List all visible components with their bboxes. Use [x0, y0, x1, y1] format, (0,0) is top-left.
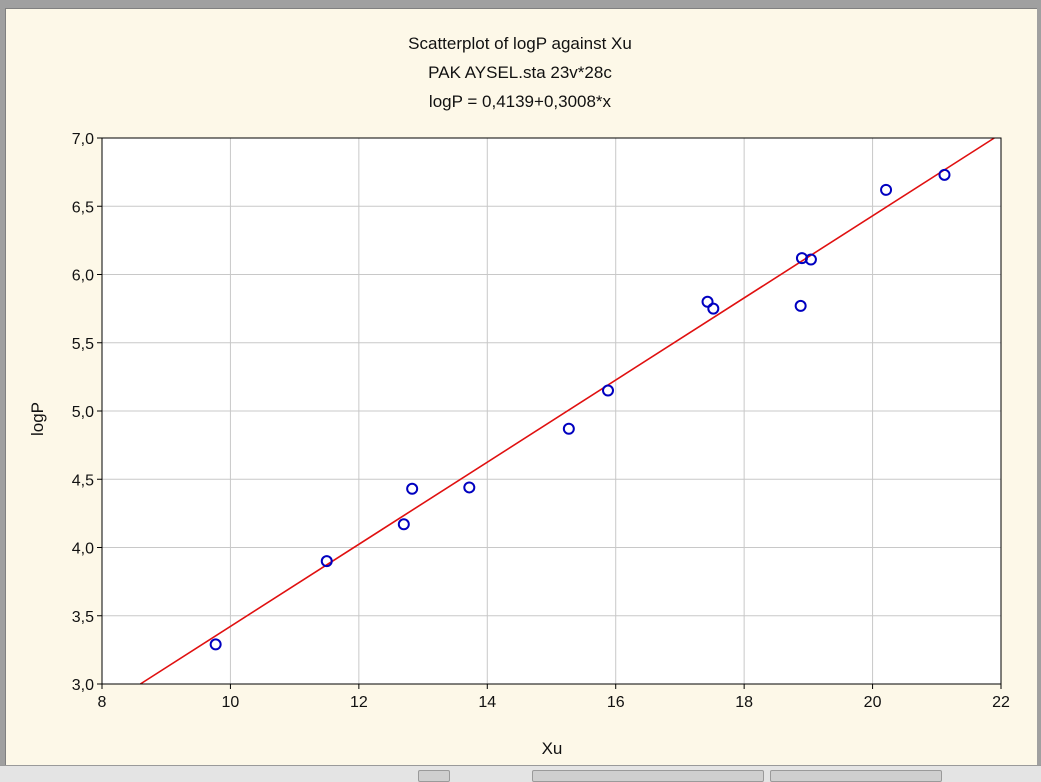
secondary-scrollbar[interactable] [770, 770, 942, 782]
y-tick-label: 4,0 [72, 541, 94, 558]
chart-title: Scatterplot of logP against Xu [408, 34, 632, 53]
data-points [209, 168, 951, 651]
scatterplot-chart: 8 10 12 14 16 18 20 22 3,0 3,5 4,0 4,5 5,0 5,5 6,0 6,5… [28, 34, 1010, 758]
data-point [320, 555, 333, 568]
data-point [406, 482, 419, 495]
x-tick-label: 14 [478, 694, 496, 711]
status-strip [0, 765, 1041, 782]
x-tick-label: 22 [992, 694, 1010, 711]
x-tick-label: 10 [222, 694, 240, 711]
data-point [463, 481, 476, 494]
x-tick-label: 8 [98, 694, 107, 711]
x-tick-labels: 8 10 12 14 16 18 20 22 [98, 684, 1010, 711]
regression-line [139, 137, 995, 685]
horizontal-scrollbar[interactable] [532, 770, 764, 782]
x-tick-label: 12 [350, 694, 368, 711]
y-axis-title: logP [28, 402, 47, 436]
regression-line-group [139, 137, 995, 685]
data-point [562, 422, 575, 435]
y-tick-label: 6,5 [72, 199, 94, 216]
data-point [707, 302, 720, 315]
y-tick-label: 7,0 [72, 131, 94, 148]
data-point [880, 183, 893, 196]
x-tick-label: 18 [735, 694, 753, 711]
y-tick-label: 5,0 [72, 404, 94, 421]
x-axis-title: Xu [542, 739, 563, 758]
y-tick-label: 3,5 [72, 609, 94, 626]
y-tick-label: 3,0 [72, 677, 94, 694]
y-tick-label: 5,5 [72, 336, 94, 353]
data-point [938, 168, 951, 181]
data-point [804, 253, 817, 266]
regression-equation: logP = 0,4139+0,3008*x [429, 92, 612, 111]
data-point [602, 384, 615, 397]
chart-panel: 8 10 12 14 16 18 20 22 3,0 3,5 4,0 4,5 5,0 5,5 6,0 6,5… [5, 8, 1037, 766]
y-tick-labels: 3,0 3,5 4,0 4,5 5,0 5,5 6,0 6,5 7,0 [72, 131, 102, 694]
data-point [794, 299, 807, 312]
y-tick-label: 4,5 [72, 472, 94, 489]
data-point [397, 518, 410, 531]
chart-subtitle: PAK AYSEL.sta 23v*28c [428, 63, 612, 82]
x-tick-label: 20 [864, 694, 882, 711]
data-point [209, 638, 222, 651]
x-tick-label: 16 [607, 694, 625, 711]
zoom-controls[interactable] [418, 770, 450, 782]
data-point [701, 295, 714, 308]
y-tick-label: 6,0 [72, 268, 94, 285]
